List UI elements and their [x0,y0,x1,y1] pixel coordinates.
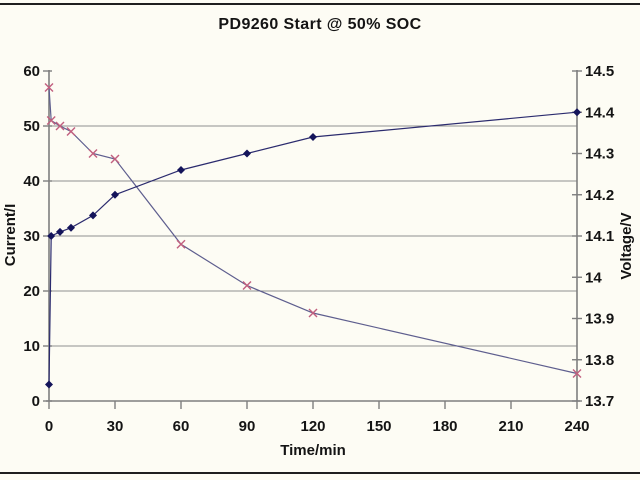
left-tick-label: 20 [23,283,40,300]
x-axis-ticks: 0 30 60 90 120 150 180 210 240 [45,401,590,435]
diamond-marker-icon [309,133,317,141]
x-tick-label: 240 [564,418,589,435]
x-tick-label: 0 [45,418,53,435]
right-tick-label: 14.1 [585,228,614,245]
x-marker-icon [242,281,252,290]
y-axis-right-ticks: 13.7 13.8 13.9 14 14.1 14.2 14.3 14.4 14.5 [572,63,615,410]
right-tick-label: 13.8 [585,352,614,369]
right-tick-label: 14.2 [585,187,614,204]
diamond-marker-icon [243,149,251,158]
right-tick-label: 13.9 [585,311,614,328]
left-tick-label: 60 [23,63,40,80]
bottom-rule [0,472,640,474]
x-marker-icon [88,149,98,158]
gridlines [49,125,577,347]
diamond-marker-icon [47,232,56,240]
x-marker-icon [110,154,120,164]
diamond-marker-icon [67,223,75,232]
diamond-marker-icon [89,211,97,220]
x-marker-icon [66,127,76,136]
diamond-marker-icon [56,227,64,236]
x-tick-label: 150 [366,418,391,435]
right-tick-label: 14.4 [585,104,615,121]
diamond-marker-icon [111,190,119,199]
left-tick-label: 10 [23,338,40,355]
chart-title: PD9260 Start @ 50% SOC [218,16,422,33]
right-tick-label: 13.7 [585,393,614,410]
left-tick-label: 40 [23,173,40,190]
series-voltage-line [48,111,578,385]
x-tick-label: 180 [432,418,457,435]
x-marker-icon [176,239,186,249]
right-tick-label: 14 [585,269,602,286]
series-voltage [45,108,581,389]
x-marker-icon [308,308,318,318]
x-marker-icon [44,83,54,92]
x-marker-icon [572,369,582,378]
x-tick-label: 90 [239,418,256,435]
x-marker-icon [55,121,65,131]
left-tick-label: 30 [23,228,40,245]
x-tick-label: 60 [173,418,190,435]
series-current-line [48,87,578,375]
diamond-marker-icon [573,108,581,117]
series-current [44,83,582,378]
right-tick-label: 14.5 [585,63,614,80]
y-axis-left-ticks: 0 10 20 30 40 50 60 [23,63,52,410]
x-axis-title: Time/min [280,442,346,459]
x-tick-label: 120 [300,418,325,435]
right-tick-label: 14.3 [585,146,614,163]
left-tick-label: 0 [32,393,40,410]
top-rule [0,3,640,5]
x-tick-label: 210 [498,418,523,435]
diamond-marker-icon [45,380,53,389]
x-marker-icon [46,116,56,125]
diamond-marker-icon [177,166,185,174]
left-tick-label: 50 [23,118,40,135]
x-tick-label: 30 [107,418,124,435]
